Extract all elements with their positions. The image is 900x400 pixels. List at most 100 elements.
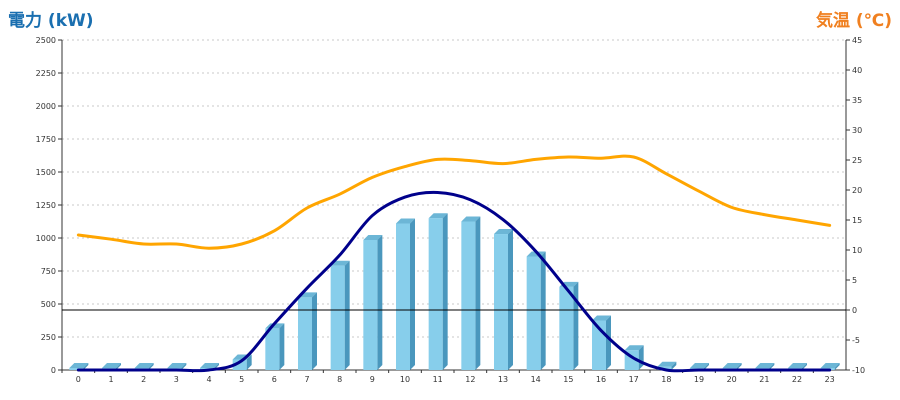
x-tick-label: 8 [337,375,342,384]
left-tick-label: 1000 [36,234,56,243]
x-tick-label: 2 [141,375,146,384]
left-tick-label: 0 [51,366,56,375]
x-tick-label: 11 [433,375,443,384]
bar-top [722,363,742,369]
left-axis-title: 電力 (kW) [8,11,94,31]
bar-top [363,234,383,240]
bar-side [834,363,840,370]
left-tick-label: 1500 [36,168,56,177]
bar-side [312,292,317,370]
x-tick-label: 4 [206,375,211,384]
right-tick-label: 20 [852,186,862,195]
bar-side [704,363,709,370]
left-tick-label: 2250 [36,69,56,78]
temperature-line [76,154,832,250]
right-axis-title: 気温 (℃) [815,11,892,31]
bar-top [134,363,154,369]
right-tick-label: 45 [852,36,862,45]
x-tick-label: 12 [465,375,475,384]
bar-side [802,363,807,370]
x-tick-label: 16 [596,375,606,384]
bar-top [820,363,840,369]
bar [461,216,481,370]
bar-front [526,256,541,370]
x-tick-label: 23 [825,375,835,384]
x-tick-label: 0 [76,375,81,384]
x-tick-label: 22 [792,375,802,384]
bar-top [200,363,219,369]
bar-top [624,345,644,351]
line-series [62,154,846,373]
bar-top [494,229,513,235]
bar-side [540,251,546,370]
left-tick-label: 2000 [36,102,56,111]
bar-side [606,315,611,370]
bar-front [494,234,508,370]
right-tick-label: -10 [852,366,865,375]
x-tick-label: 10 [400,375,410,384]
bar-front [232,359,247,370]
bar-top [755,363,775,369]
bar [428,213,448,370]
x-tick-label: 15 [563,375,573,384]
grid [62,39,846,338]
bar-side [769,363,775,370]
left-tick-label: 500 [41,300,56,309]
bar-front [396,223,410,370]
left-tick-label: 250 [41,333,56,342]
right-tick-label: 0 [852,306,857,315]
x-tick-label: 6 [272,375,277,384]
bar [526,251,546,370]
x-tick-label: 5 [239,375,244,384]
left-tick-label: 1750 [36,135,56,144]
bar-series [69,213,840,370]
bar-side [344,260,350,370]
bar-top [657,361,677,367]
bar-top [102,363,121,369]
left-tick-label: 750 [41,267,56,276]
x-tick-label: 20 [727,375,737,384]
bar-front [461,221,476,370]
bar [330,260,350,370]
bar-side [181,363,187,370]
left-tick-label: 2500 [36,36,56,45]
right-tick-label: 5 [852,276,857,285]
bar-side [671,361,677,370]
bar [396,218,415,370]
x-tick-label: 14 [531,375,541,384]
bar-front [298,297,312,370]
x-tick-label: 19 [694,375,704,384]
bar-side [377,234,383,370]
bar-top [69,363,89,369]
x-tick-label: 21 [759,375,769,384]
bar-side [83,363,89,370]
bar-top [167,363,187,369]
bar-top [788,363,807,369]
x-tick-label: 18 [661,375,671,384]
bar-side [279,323,285,370]
bar-side [442,213,448,370]
left-tick-label: 1250 [36,201,56,210]
bar-front [69,368,84,370]
bar-top [461,216,481,222]
bar-front [559,286,574,370]
right-tick-label: 35 [852,96,862,105]
bar-front [363,239,378,370]
bar-side [508,229,513,370]
bar-side [410,218,415,370]
bar-top [330,260,350,266]
bar [494,229,513,370]
bar-side [736,363,742,370]
x-tick-label: 1 [108,375,113,384]
right-tick-label: 25 [852,156,862,165]
right-tick-label: 10 [852,246,862,255]
tick-labels: 02505007501000125015001750200022502500-1… [36,36,865,384]
x-tick-label: 17 [629,375,639,384]
bar [559,281,579,370]
power-line [76,190,832,373]
bar-front [428,218,443,370]
bar-top [396,218,415,224]
bar-top [428,213,448,219]
right-tick-label: 40 [852,66,862,75]
